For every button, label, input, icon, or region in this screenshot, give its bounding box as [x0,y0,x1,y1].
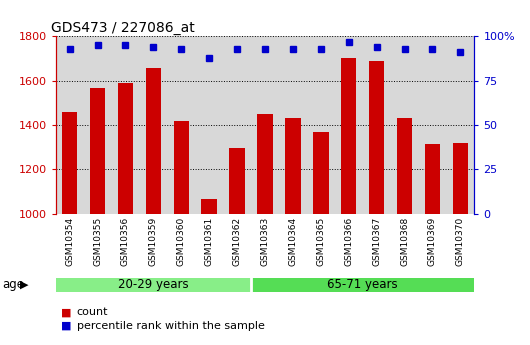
Text: GDS473 / 227086_at: GDS473 / 227086_at [51,21,195,35]
Text: 20-29 years: 20-29 years [118,278,189,291]
Bar [397,118,412,214]
Bar [90,88,105,214]
Bar [341,58,356,214]
Text: count: count [77,307,108,317]
Bar [369,61,384,214]
Text: ■: ■ [61,321,72,331]
Bar [425,144,440,214]
Bar [62,112,77,214]
Bar [453,143,468,214]
Text: 65-71 years: 65-71 years [328,278,398,291]
Bar [146,68,161,214]
Bar [118,83,133,214]
Bar [174,121,189,214]
Bar [285,118,301,214]
Bar [201,199,217,214]
Text: ■: ■ [61,307,72,317]
Bar [251,278,474,292]
Text: ▶: ▶ [20,280,29,289]
Bar [258,114,272,214]
Bar [229,148,245,214]
Bar [56,278,251,292]
Bar [313,132,329,214]
Text: percentile rank within the sample: percentile rank within the sample [77,321,264,331]
Text: age: age [3,278,25,291]
